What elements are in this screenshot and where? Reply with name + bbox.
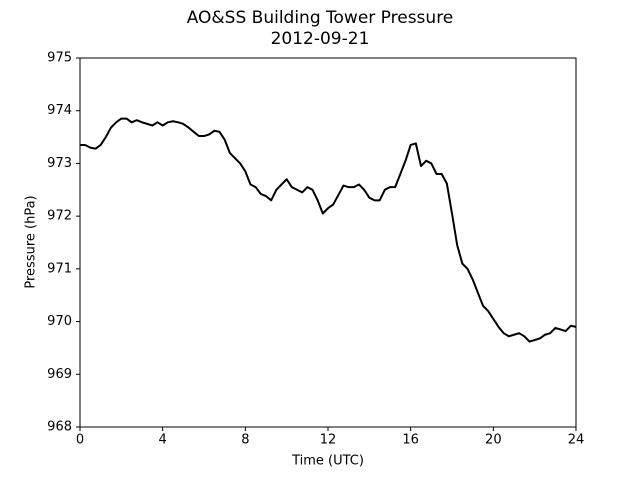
y-tick-label: 975 — [47, 51, 72, 66]
chart-title: AO&SS Building Tower Pressure — [187, 8, 454, 28]
x-tick-label: 8 — [241, 433, 249, 448]
plot-frame — [79, 57, 577, 428]
x-axis-label: Time (UTC) — [291, 454, 364, 469]
x-tick-label: 24 — [568, 433, 585, 448]
chart-subtitle: 2012-09-21 — [271, 29, 370, 49]
y-tick-label: 970 — [47, 314, 72, 329]
y-tick-label: 969 — [47, 367, 72, 382]
y-tick-label: 974 — [47, 103, 72, 118]
line-series — [80, 117, 577, 343]
y-tick-label: 973 — [47, 156, 72, 171]
y-axis-label: Pressure (hPa) — [24, 195, 39, 288]
y-tick-label: 968 — [47, 420, 72, 435]
y-tick-label: 971 — [47, 261, 72, 276]
x-tick-label: 0 — [76, 433, 84, 448]
x-tick-label: 4 — [159, 433, 167, 448]
x-tick-label: 20 — [485, 433, 502, 448]
y-tick-label: 972 — [47, 209, 72, 224]
x-tick-label: 12 — [320, 433, 337, 448]
x-tick-label: 16 — [402, 433, 419, 448]
